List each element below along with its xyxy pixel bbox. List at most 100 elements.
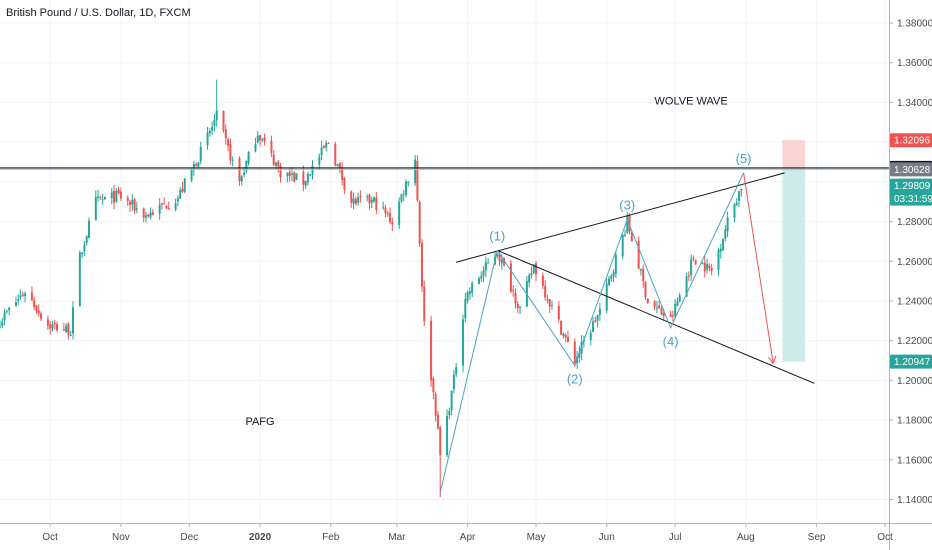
candle-body [466,292,469,301]
candle-body [685,276,688,297]
time-tick-label: Oct [877,532,893,543]
candle-body [243,172,246,175]
candle-body [352,198,355,204]
candle-body [733,204,736,219]
candle-body [208,130,211,134]
candle-body [81,252,84,255]
candle-body [639,269,642,271]
candle-body [530,273,533,276]
lower-trend-line [497,249,815,384]
candle-body [482,270,485,276]
candle-body [99,197,102,199]
candle-body [119,191,122,199]
price-tick-label: 1.34000 [897,98,932,109]
candle-body [215,110,218,121]
candle-body [382,207,385,209]
candle-body [245,161,248,172]
candle-body [1,321,4,326]
candle-body [94,196,97,221]
price-label-text: 1.20947 [894,357,931,368]
candle-body [19,295,22,298]
upper-trend-line [456,172,785,263]
candle-body [158,204,161,214]
candle-body [327,143,330,145]
candle-body [195,164,198,167]
candle-body [160,202,163,205]
time-tick-label: Mar [388,532,406,543]
candle-body [151,211,154,215]
candle-body [142,208,145,218]
candle-body [274,162,277,166]
candle-body [503,257,506,266]
candlestick-series [0,79,743,498]
price-label-text: 03:31:59 [894,194,932,205]
price-tick-label: 1.38000 [897,19,932,30]
price-label-text: 1.30628 [894,165,931,176]
candle-body [605,283,608,311]
candle-body [434,393,437,416]
candle-body [263,137,266,142]
candle-body [213,119,216,126]
candle-body [626,215,629,233]
candle-body [375,197,378,210]
candle-body [432,378,435,393]
candle-body [405,181,408,195]
time-tick-label: Dec [180,532,198,543]
candle-body [706,263,709,270]
candle-body [535,263,538,275]
candle-body [311,165,314,175]
stop-loss-zone [782,140,806,169]
candle-body [133,199,136,211]
candle-body [690,259,693,275]
price-tick-label: 1.20000 [897,376,932,387]
price-tick-label: 1.28000 [897,217,932,228]
wave-start-line [439,250,498,493]
price-tick-label: 1.22000 [897,336,932,347]
candle-body [147,214,150,216]
candle-body [56,323,59,331]
candle-body [167,208,170,210]
price-label-box [890,162,932,177]
candle-body [544,285,547,298]
candle-body [309,174,312,176]
candle-body [256,135,259,143]
candle-body [183,178,186,192]
candle-body [135,208,138,210]
price-label-box [890,133,932,148]
candle-body [400,194,403,202]
wolfe-wave-label: WOLVE WAVE [655,95,728,107]
candle-body [190,169,193,181]
candle-body [594,320,597,323]
candle-body [566,336,569,342]
candle-body [35,305,38,312]
candle-body [373,197,376,202]
candle-body [176,198,179,202]
candle-body [131,199,134,205]
candle-body [573,341,576,364]
candle-body [557,305,560,320]
candle-body [646,298,649,304]
candle-body [343,178,346,190]
candle-body [516,304,519,309]
candle-body [322,146,325,149]
candle-body [674,304,677,317]
time-tick-label: 2020 [249,532,272,543]
take-profit-zone [782,168,806,362]
candle-body [735,202,738,206]
time-tick-label: Nov [112,532,130,543]
candle-body [30,292,33,301]
candle-body [430,320,433,381]
candle-body [452,374,455,390]
candle-body [416,161,419,201]
candle-body [97,196,100,199]
position-zones [782,140,806,362]
chart-title: British Pound / U.S. Dollar, 1D, FXCM [6,7,191,19]
price-label-text: 1.29809 [894,181,931,192]
price-tick-label: 1.36000 [897,58,932,69]
candle-body [608,278,611,286]
candle-body [8,307,11,311]
candle-body [293,172,296,182]
candle-body [726,217,729,232]
candle-body [211,126,214,131]
